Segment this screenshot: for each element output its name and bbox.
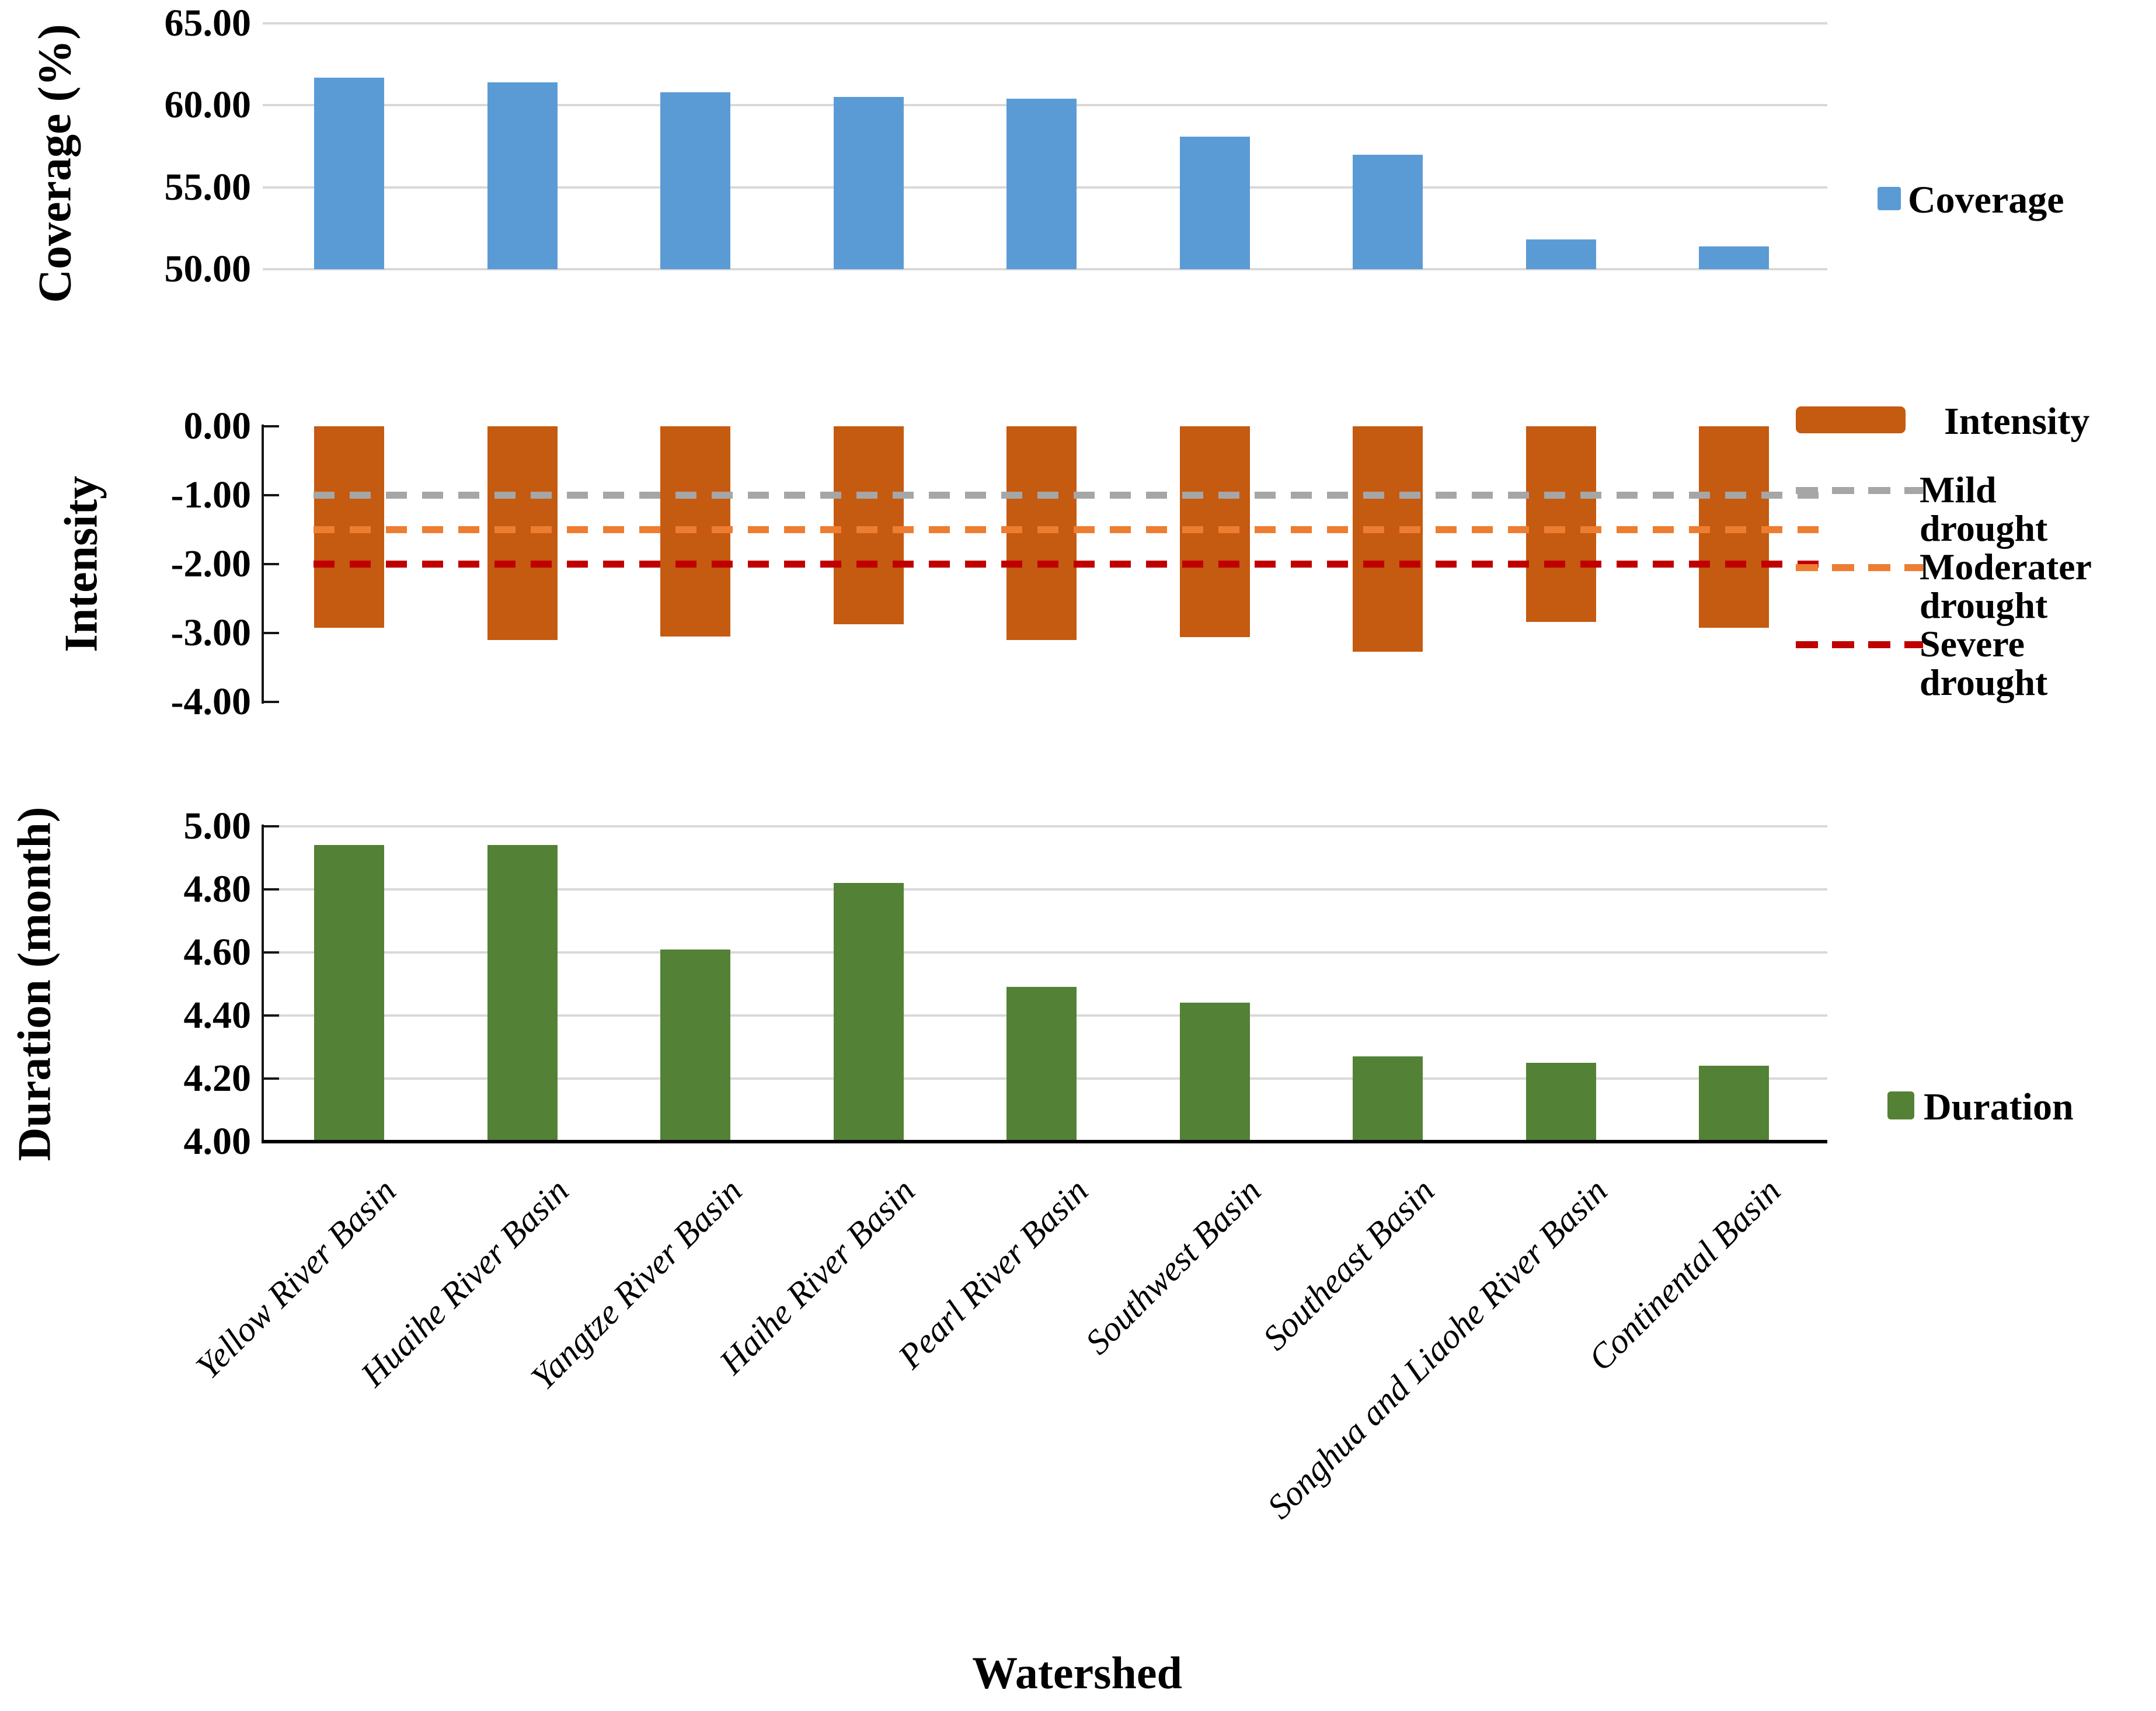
coverage-bar bbox=[1525, 239, 1596, 269]
intensity-ytick-label: -2.00 bbox=[170, 542, 251, 585]
duration-y-axis-tick bbox=[262, 1077, 279, 1080]
duration-y-axis-tick bbox=[262, 951, 279, 954]
duration-gridline bbox=[263, 888, 1827, 891]
mild-drought-legend-label: Mild drought bbox=[1920, 469, 2048, 549]
moderate-drought-legend-line-icon bbox=[1796, 564, 1923, 571]
coverage-ytick-label: 65.00 bbox=[164, 2, 252, 44]
duration-bar bbox=[833, 883, 904, 1142]
intensity-bar bbox=[1353, 426, 1423, 652]
intensity-legend-swatch-icon bbox=[1796, 406, 1906, 433]
intensity-y-axis-tick bbox=[262, 425, 279, 427]
duration-y-axis-tick bbox=[262, 1014, 279, 1017]
coverage-bar bbox=[487, 82, 558, 269]
x-axis-label-text: Songhua and Liaohe River Basin bbox=[1260, 1171, 1615, 1526]
duration-legend-label: Duration bbox=[1924, 1086, 2074, 1128]
intensity-y-axis-tick bbox=[262, 632, 279, 634]
coverage-gridline bbox=[263, 22, 1827, 25]
duration-bar bbox=[1006, 987, 1077, 1142]
duration-bar bbox=[1179, 1003, 1250, 1142]
coverage-ytick-label: 60.00 bbox=[164, 84, 252, 127]
intensity-legend-label: Intensity bbox=[1944, 400, 2090, 443]
severe-drought-line bbox=[314, 561, 1821, 568]
intensity-y-axis-tick bbox=[262, 563, 279, 565]
coverage-ytick-label: 55.00 bbox=[164, 165, 252, 208]
intensity-ytick-label: -3.00 bbox=[170, 611, 251, 654]
x-axis-title: Watershed bbox=[972, 1647, 1182, 1698]
duration-y-axis-line bbox=[262, 825, 264, 1143]
duration-gridline bbox=[263, 951, 1827, 954]
duration-gridline bbox=[263, 825, 1827, 827]
x-axis-label-text: Southwest Basin bbox=[1078, 1171, 1269, 1362]
severe-drought-legend-label: Severe drought bbox=[1920, 623, 2048, 703]
duration-y-axis-tick bbox=[262, 825, 279, 827]
intensity-bar bbox=[1525, 426, 1596, 623]
intensity-ytick-label: 0.00 bbox=[183, 405, 252, 447]
duration-bar bbox=[487, 845, 558, 1142]
duration-ytick-label: 4.20 bbox=[183, 1057, 252, 1100]
duration-ytick-label: 4.60 bbox=[183, 931, 252, 973]
x-axis-label-text: Southeast Basin bbox=[1255, 1171, 1442, 1358]
severe-drought-legend-line-icon bbox=[1796, 641, 1923, 648]
duration-ytick-label: 4.80 bbox=[183, 868, 252, 910]
coverage-legend-label: Coverage bbox=[1908, 179, 2064, 221]
mild-drought-line bbox=[314, 492, 1821, 499]
coverage-bar bbox=[833, 97, 904, 269]
duration-bar bbox=[1699, 1066, 1769, 1142]
coverage-axis-title: Coverage (%) bbox=[29, 24, 81, 303]
moderate-drought-line bbox=[314, 526, 1821, 533]
intensity-ytick-label: -1.00 bbox=[170, 474, 251, 516]
coverage-bar bbox=[314, 77, 384, 269]
duration-ytick-label: 4.00 bbox=[183, 1120, 252, 1163]
coverage-bar bbox=[1006, 99, 1077, 269]
moderate-drought-legend-label: Moderater drought bbox=[1920, 546, 2091, 626]
coverage-ytick-label: 50.00 bbox=[164, 248, 252, 290]
duration-ytick-label: 4.40 bbox=[183, 994, 252, 1037]
coverage-gridline bbox=[263, 268, 1827, 270]
intensity-bar bbox=[833, 426, 904, 624]
duration-y-axis-tick bbox=[262, 888, 279, 891]
coverage-bar bbox=[660, 92, 730, 269]
coverage-bar bbox=[1699, 246, 1769, 269]
coverage-legend-swatch-icon bbox=[1878, 187, 1901, 210]
intensity-y-axis-tick bbox=[262, 701, 279, 703]
intensity-ytick-label: -4.00 bbox=[170, 680, 251, 723]
x-axis-label-text: Pearl River Basin bbox=[890, 1171, 1096, 1376]
duration-legend-swatch-icon bbox=[1887, 1091, 1914, 1119]
duration-bar bbox=[1353, 1056, 1423, 1142]
duration-bar bbox=[660, 949, 730, 1142]
intensity-axis-title: Intensity bbox=[55, 475, 107, 653]
duration-ytick-label: 5.00 bbox=[183, 805, 252, 847]
duration-axis-title: Duration (month) bbox=[9, 806, 61, 1161]
duration-bar bbox=[1525, 1063, 1596, 1142]
coverage-bar bbox=[1353, 154, 1423, 269]
duration-bar bbox=[314, 845, 384, 1142]
mild-drought-legend-line-icon bbox=[1796, 487, 1923, 494]
intensity-y-axis-tick bbox=[262, 494, 279, 496]
coverage-bar bbox=[1179, 136, 1250, 269]
duration-x-axis-line bbox=[262, 1140, 1827, 1143]
